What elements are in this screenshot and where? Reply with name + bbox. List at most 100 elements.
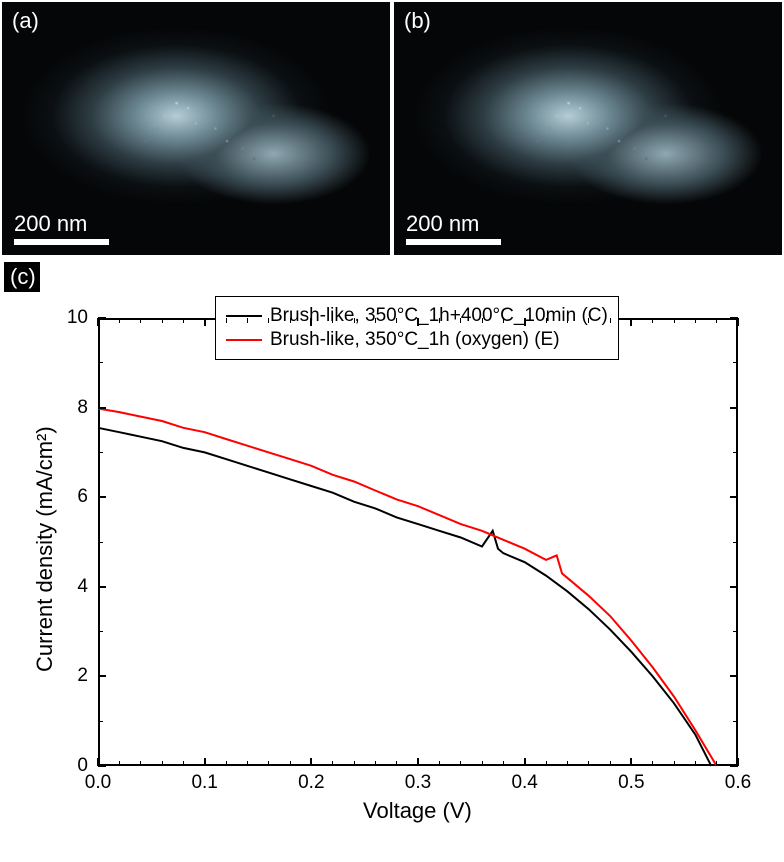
tick <box>268 761 269 766</box>
panel-label-c: (c) <box>4 262 40 292</box>
tick <box>332 761 333 766</box>
series-E <box>98 409 717 767</box>
tick <box>567 318 568 323</box>
tick <box>588 761 589 766</box>
tick <box>588 318 589 323</box>
tick <box>97 318 99 326</box>
tick <box>460 318 461 323</box>
tick <box>98 317 106 319</box>
scalebar-a: 200 nm <box>14 211 109 245</box>
tick <box>630 318 632 326</box>
tick-label: 0.4 <box>511 772 537 794</box>
tick-label: 0 <box>77 755 88 777</box>
tick <box>733 721 738 722</box>
tick <box>674 761 675 766</box>
figure: (a) 200 nm (b) 200 nm (c) Brush-like, 35… <box>0 0 784 862</box>
tick <box>247 318 248 323</box>
tick <box>546 318 547 323</box>
tick <box>546 761 547 766</box>
tick <box>730 675 738 677</box>
tick <box>610 761 611 766</box>
tick <box>310 758 312 766</box>
tick <box>482 761 483 766</box>
legend-label: Brush-like, 350°C_1h+400°C_10min (C) <box>270 305 608 327</box>
tick <box>730 407 738 409</box>
sem-panel-b: (b) 200 nm <box>394 2 782 255</box>
tick <box>396 761 397 766</box>
tick <box>695 761 696 766</box>
tick-label: 10 <box>67 307 88 329</box>
tick <box>354 318 355 323</box>
tick <box>730 765 738 767</box>
tick <box>716 761 717 766</box>
tick <box>98 586 106 588</box>
tick <box>354 761 355 766</box>
tick <box>247 761 248 766</box>
tick-label: 0.0 <box>85 772 111 794</box>
panel-label-c-text: (c) <box>10 264 36 290</box>
legend-swatch <box>226 315 262 317</box>
tick <box>695 318 696 323</box>
panel-label-a: (a) <box>12 8 39 34</box>
tick-label: 0.1 <box>191 772 217 794</box>
tick <box>503 761 504 766</box>
tick-label: 0.6 <box>725 772 751 794</box>
legend-item: Brush-like, 350°C_1h (oxygen) (E) <box>226 329 608 351</box>
tick <box>375 318 376 323</box>
tick <box>226 761 227 766</box>
tick <box>439 761 440 766</box>
tick <box>98 765 106 767</box>
tick <box>482 318 483 323</box>
tick <box>183 761 184 766</box>
tick <box>268 318 269 323</box>
tick <box>140 761 141 766</box>
tick <box>98 407 106 409</box>
tick <box>730 317 738 319</box>
tick <box>737 318 739 326</box>
tick <box>652 318 653 323</box>
tick-label: 0.5 <box>618 772 644 794</box>
tick <box>140 318 141 323</box>
y-axis-label: Current density (mA/cm²) <box>32 426 58 672</box>
scalebar-text-b: 200 nm <box>406 211 501 237</box>
tick <box>98 542 103 543</box>
tick <box>630 758 632 766</box>
tick <box>417 318 419 326</box>
tick <box>98 452 103 453</box>
tick <box>98 721 103 722</box>
legend: Brush-like, 350°C_1h+400°C_10min (C)Brus… <box>215 296 619 360</box>
tick <box>567 761 568 766</box>
tick <box>460 761 461 766</box>
tick <box>730 496 738 498</box>
tick-label: 2 <box>77 665 88 687</box>
tick <box>310 318 312 326</box>
scalebar-text-a: 200 nm <box>14 211 109 237</box>
tick <box>674 318 675 323</box>
series-C <box>98 428 711 766</box>
tick <box>204 758 206 766</box>
plot-svg <box>0 296 784 862</box>
tick <box>730 586 738 588</box>
tick <box>716 318 717 323</box>
tick-label: 0.3 <box>405 772 431 794</box>
scalebar-line-a <box>14 239 109 245</box>
tick <box>417 758 419 766</box>
scalebar-line-b <box>406 239 501 245</box>
tick <box>375 761 376 766</box>
tick <box>98 675 106 677</box>
tick-label: 8 <box>77 397 88 419</box>
tick <box>439 318 440 323</box>
tick <box>162 761 163 766</box>
tick <box>396 318 397 323</box>
tick <box>652 761 653 766</box>
tick <box>226 318 227 323</box>
tick <box>733 362 738 363</box>
legend-label: Brush-like, 350°C_1h (oxygen) (E) <box>270 329 560 351</box>
tick <box>332 318 333 323</box>
tick <box>733 452 738 453</box>
tick-label: 6 <box>77 486 88 508</box>
tick <box>503 318 504 323</box>
scalebar-b: 200 nm <box>406 211 501 245</box>
tick <box>119 318 120 323</box>
tick <box>183 318 184 323</box>
